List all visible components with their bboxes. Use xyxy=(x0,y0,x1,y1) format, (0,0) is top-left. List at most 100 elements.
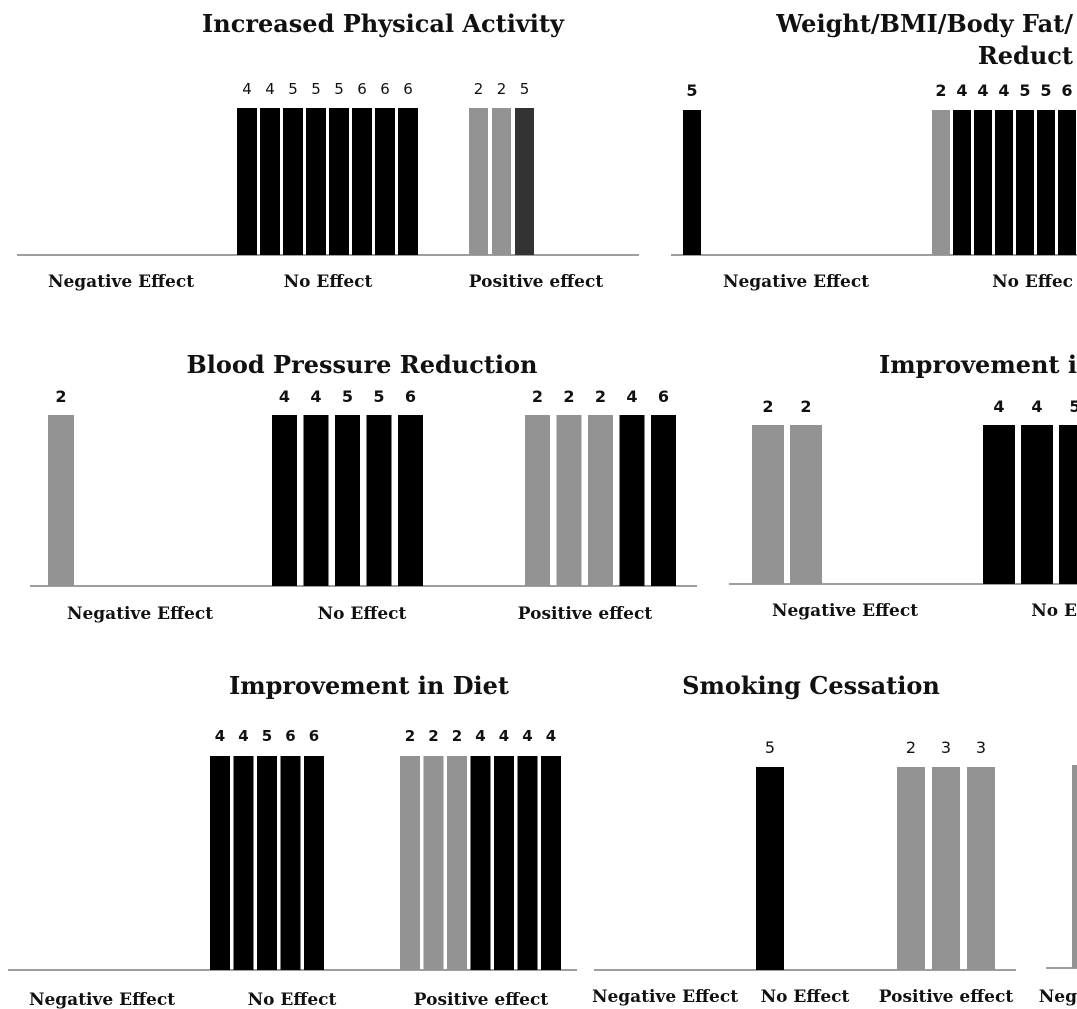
bar-data-label: 5 xyxy=(342,387,353,406)
bar xyxy=(1072,765,1077,968)
chart-title: Improvement i xyxy=(879,350,1077,379)
bar xyxy=(260,108,280,255)
bar xyxy=(237,108,257,255)
bar xyxy=(398,108,418,255)
bar xyxy=(329,108,349,255)
bar-data-label: 2 xyxy=(532,387,543,406)
bar-data-label: 5 xyxy=(334,80,344,98)
category-label: Negative Effect xyxy=(592,987,738,1007)
category-label: Negative Effect xyxy=(67,604,213,624)
bar-data-label: 5 xyxy=(765,738,775,757)
category-label: Neg xyxy=(1039,987,1077,1007)
category-label: Positive effect xyxy=(518,604,653,624)
bar xyxy=(515,108,534,255)
bar xyxy=(492,108,511,255)
bar xyxy=(469,108,488,255)
bar xyxy=(756,767,784,970)
bar xyxy=(494,756,514,970)
bar-data-label: 6 xyxy=(309,727,319,745)
bar xyxy=(1016,110,1034,255)
bar xyxy=(790,425,822,584)
category-label: No E xyxy=(1031,601,1077,621)
category-label: Negative Effect xyxy=(772,601,918,621)
bar xyxy=(447,756,467,970)
category-label: Negative Effect xyxy=(29,990,175,1009)
bar-data-label: 4 xyxy=(215,727,225,745)
bar xyxy=(280,756,301,970)
category-label: Negative Effect xyxy=(723,272,869,292)
bar xyxy=(541,756,561,970)
bar-data-label: 3 xyxy=(941,738,951,757)
bar-data-label: 6 xyxy=(357,80,367,98)
bar-data-label: 5 xyxy=(311,80,321,98)
bar-data-label: 2 xyxy=(595,387,606,406)
bar xyxy=(470,756,491,970)
bar-data-label: 3 xyxy=(976,738,986,757)
bar-data-label: 4 xyxy=(956,81,967,100)
bar xyxy=(306,108,326,255)
chart-title: Smoking Cessation xyxy=(682,671,940,700)
bar xyxy=(953,110,971,255)
bar-data-label: 4 xyxy=(310,387,321,406)
bar-data-label: 4 xyxy=(993,397,1004,416)
bar-data-label: 6 xyxy=(380,80,390,98)
bar-data-label: 4 xyxy=(238,727,248,745)
bar-data-label: 6 xyxy=(1061,81,1072,100)
chart-panel-6: Smoking Cessation 5 2 3 3 Negative Effect No E… xyxy=(592,671,1016,1007)
bar-data-label: 5 xyxy=(1069,397,1077,416)
bar xyxy=(335,415,360,586)
bar xyxy=(752,425,784,584)
bar-data-label: 4 xyxy=(626,387,637,406)
chart-title: Weight/BMI/Body Fat/ xyxy=(775,9,1073,38)
category-label: No Effect xyxy=(284,272,373,292)
bar-data-label: 2 xyxy=(474,80,484,98)
bar-data-label: 2 xyxy=(762,397,773,416)
chart-panel-7: Neg xyxy=(1039,765,1077,1007)
bar xyxy=(303,415,329,586)
bar-data-label: 2 xyxy=(935,81,946,100)
category-label: No Effect xyxy=(761,987,850,1007)
bar xyxy=(983,425,1015,584)
bar-data-label: 4 xyxy=(279,387,290,406)
chart-title: Blood Pressure Reduction xyxy=(187,350,538,379)
bar xyxy=(48,415,74,586)
category-label: No Effect xyxy=(318,604,407,624)
bar xyxy=(272,415,297,586)
bar-data-label: 5 xyxy=(686,81,697,100)
bar xyxy=(967,767,995,970)
bar xyxy=(525,415,550,586)
bar-data-label: 5 xyxy=(262,727,272,745)
bar xyxy=(1058,110,1076,255)
bar xyxy=(932,110,950,255)
bar-data-label: 4 xyxy=(475,727,485,745)
bar-data-label: 2 xyxy=(906,738,916,757)
category-label: Positive effect xyxy=(879,987,1014,1007)
bar xyxy=(619,415,645,586)
bar-data-label: 6 xyxy=(285,727,295,745)
bar-data-label: 4 xyxy=(977,81,988,100)
bar-data-label: 4 xyxy=(546,727,556,745)
bar xyxy=(588,415,613,586)
bar xyxy=(366,415,392,586)
bar-data-label: 4 xyxy=(998,81,1009,100)
bar-data-label: 2 xyxy=(452,727,462,745)
bar-data-label: 6 xyxy=(405,387,416,406)
bar xyxy=(400,756,420,970)
bar-data-label: 5 xyxy=(288,80,298,98)
category-label: No Effect xyxy=(248,990,337,1009)
bar xyxy=(398,415,423,586)
bar xyxy=(1021,425,1053,584)
chart-title: Improvement in Diet xyxy=(229,671,509,700)
bar xyxy=(375,108,395,255)
bar-data-label: 5 xyxy=(520,80,530,98)
bar-data-label: 4 xyxy=(499,727,509,745)
bar-data-label: 2 xyxy=(405,727,415,745)
bar xyxy=(283,108,303,255)
bar-data-label: 5 xyxy=(1019,81,1030,100)
bar xyxy=(683,110,701,255)
bar-data-label: 2 xyxy=(428,727,438,745)
bar xyxy=(651,415,676,586)
